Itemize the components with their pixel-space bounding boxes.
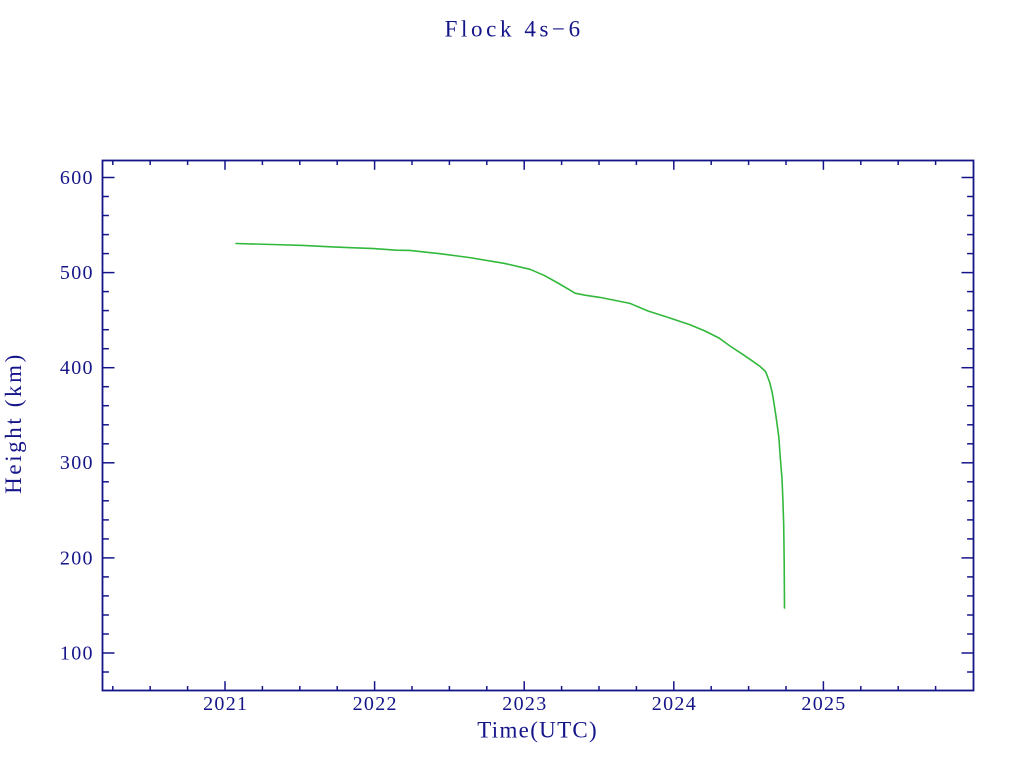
svg-text:100: 100 <box>60 642 94 664</box>
svg-text:Time(UTC): Time(UTC) <box>477 718 598 743</box>
svg-text:2025: 2025 <box>801 693 846 715</box>
svg-text:200: 200 <box>60 547 94 569</box>
svg-text:2023: 2023 <box>502 693 547 715</box>
svg-text:300: 300 <box>60 452 94 474</box>
svg-text:400: 400 <box>60 357 94 379</box>
svg-text:500: 500 <box>60 262 94 284</box>
svg-text:2022: 2022 <box>353 693 398 715</box>
svg-text:Flock 4s−6: Flock 4s−6 <box>445 17 584 42</box>
svg-text:2024: 2024 <box>652 693 697 715</box>
svg-text:Height (km): Height (km) <box>1 352 26 494</box>
svg-text:600: 600 <box>60 167 94 189</box>
svg-text:2021: 2021 <box>203 693 248 715</box>
